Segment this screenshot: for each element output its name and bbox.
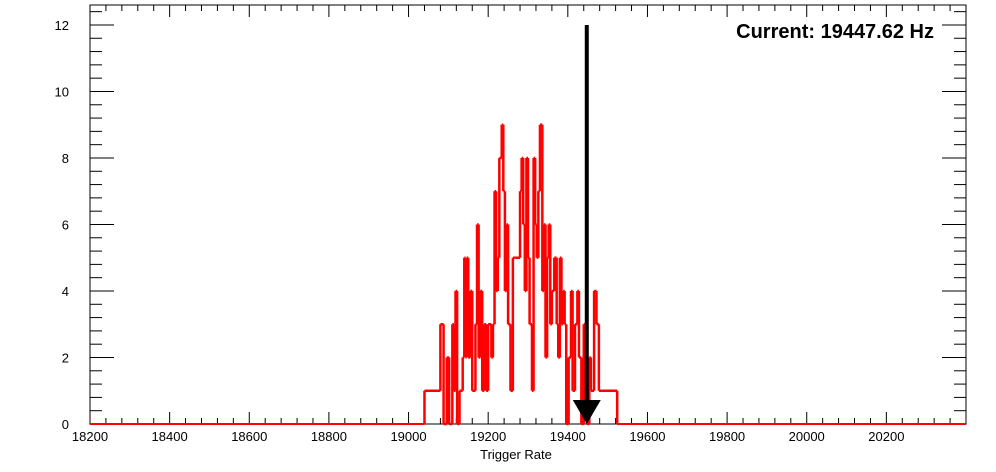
y-tick-label: 2 [62, 350, 69, 365]
y-tick-label: 12 [55, 18, 69, 33]
y-axis-tick-labels: 0 2 4 6 8 10 12 [55, 18, 69, 432]
x-tick-label: 18600 [231, 429, 267, 444]
current-rate-annotation: Current: 19447.62 Hz [736, 21, 934, 43]
x-tick-label: 19600 [629, 429, 665, 444]
x-tick-label: 20000 [789, 429, 825, 444]
y-axis-ticks [90, 11, 966, 425]
marker-arrow-head [572, 400, 601, 424]
x-tick-label: 18400 [152, 429, 188, 444]
y-tick-label: 10 [55, 84, 69, 99]
x-tick-label: 18800 [311, 429, 347, 444]
current-rate-marker [572, 24, 601, 424]
y-tick-label: 8 [62, 151, 69, 166]
y-tick-label: 6 [62, 217, 69, 232]
x-tick-label: 19800 [709, 429, 745, 444]
x-tick-label: 19400 [550, 429, 586, 444]
x-axis-tick-labels: 18200 18400 18600 18800 19000 19200 19400 19600… [72, 429, 905, 444]
x-axis-title: Trigger Rate [480, 447, 552, 462]
x-tick-label: 20200 [868, 429, 904, 444]
x-tick-label: 18200 [72, 429, 108, 444]
x-tick-label: 19200 [470, 429, 506, 444]
x-tick-label: 19000 [390, 429, 426, 444]
y-tick-label: 0 [62, 417, 69, 432]
y-tick-label: 4 [62, 284, 69, 299]
